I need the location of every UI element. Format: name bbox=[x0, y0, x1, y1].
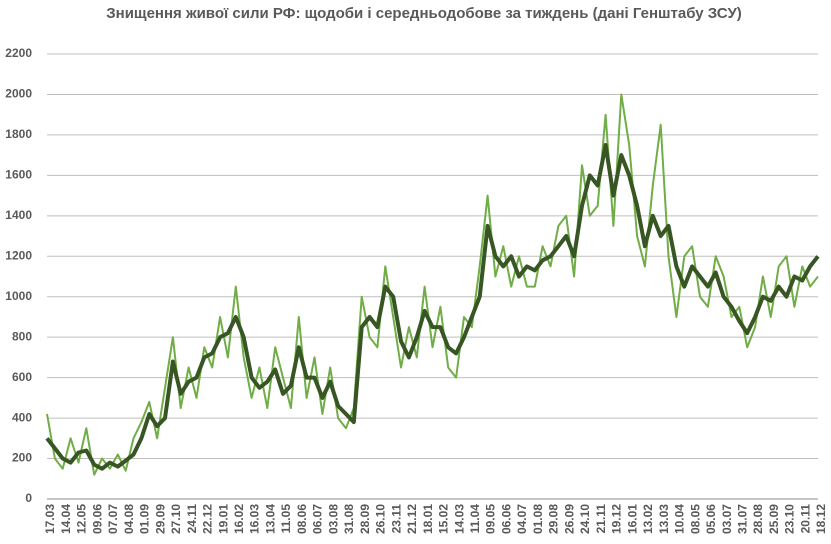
y-tick-label: 800 bbox=[12, 329, 32, 343]
y-tick-label: 0 bbox=[25, 491, 32, 505]
x-tick-label: 11.05 bbox=[279, 504, 293, 534]
x-tick-label: 26.09 bbox=[562, 504, 576, 534]
x-tick-label: 21.12 bbox=[405, 504, 419, 534]
x-tick-label: 12.05 bbox=[75, 504, 89, 534]
series-line bbox=[45, 143, 820, 471]
x-tick-label: 11.04 bbox=[468, 504, 482, 534]
y-tick-label: 1800 bbox=[5, 127, 32, 141]
y-tick-label: 1600 bbox=[5, 168, 32, 182]
x-tick-label: 23.11 bbox=[389, 504, 403, 534]
x-tick-label: 05.06 bbox=[704, 504, 718, 534]
series-line bbox=[46, 93, 819, 476]
x-tick-label: 01.08 bbox=[531, 504, 545, 534]
x-tick-label: 03.07 bbox=[720, 504, 734, 534]
x-tick-label: 28.08 bbox=[751, 504, 765, 534]
y-tick-label: 2200 bbox=[5, 46, 32, 60]
x-tick-label: 17.03 bbox=[43, 504, 57, 534]
x-tick-label: 15.02 bbox=[437, 504, 451, 534]
x-tick-label: 04.07 bbox=[515, 504, 529, 534]
y-tick-label: 1400 bbox=[5, 208, 32, 222]
x-tick-label: 19.01 bbox=[216, 504, 230, 534]
x-tick-label: 04.08 bbox=[122, 504, 136, 534]
x-tick-label: 25.09 bbox=[767, 504, 781, 534]
x-tick-label: 21.11 bbox=[594, 504, 608, 534]
x-tick-label: 06.07 bbox=[311, 504, 325, 534]
y-tick-label: 200 bbox=[12, 451, 32, 465]
chart-title: Знищення живої сили РФ: щодоби і середнь… bbox=[106, 5, 742, 22]
x-tick-label: 13.04 bbox=[263, 504, 277, 534]
x-tick-label: 27.10 bbox=[169, 504, 183, 534]
y-tick-label: 1000 bbox=[5, 289, 32, 303]
x-tick-label: 31.08 bbox=[342, 504, 356, 534]
x-tick-label: 18.12 bbox=[814, 504, 828, 534]
x-tick-label: 22.12 bbox=[201, 504, 215, 534]
x-tick-label: 09.05 bbox=[484, 504, 498, 534]
x-tick-label: 08.05 bbox=[688, 504, 702, 534]
x-tick-label: 13.02 bbox=[641, 504, 655, 534]
x-tick-label: 24.10 bbox=[578, 504, 592, 534]
y-tick-label: 400 bbox=[12, 410, 32, 424]
y-tick-label: 2000 bbox=[5, 87, 32, 101]
x-tick-label: 08.06 bbox=[295, 504, 309, 534]
y-tick-label: 600 bbox=[12, 370, 32, 384]
x-tick-label: 19.12 bbox=[610, 504, 624, 534]
x-tick-label: 09.06 bbox=[90, 504, 104, 534]
x-tick-label: 14.03 bbox=[452, 504, 466, 534]
x-tick-label: 01.09 bbox=[138, 504, 152, 534]
x-tick-label: 29.09 bbox=[153, 504, 167, 534]
x-tick-label: 29.08 bbox=[547, 504, 561, 534]
y-tick-label: 1200 bbox=[5, 248, 32, 262]
x-tick-label: 16.03 bbox=[248, 504, 262, 534]
x-tick-label: 16.01 bbox=[625, 504, 639, 534]
x-tick-label: 26.10 bbox=[374, 504, 388, 534]
x-tick-label: 03.08 bbox=[326, 504, 340, 534]
x-tick-label: 07.07 bbox=[106, 504, 120, 534]
x-tick-label: 16.02 bbox=[232, 504, 246, 534]
x-tick-label: 13.03 bbox=[657, 504, 671, 534]
x-tick-label: 24.11 bbox=[185, 504, 199, 534]
x-tick-label: 10.04 bbox=[673, 504, 687, 534]
x-tick-label: 23.10 bbox=[783, 504, 797, 534]
x-tick-label: 18.01 bbox=[421, 504, 435, 534]
x-tick-label: 06.06 bbox=[499, 504, 513, 534]
x-tick-label: 28.09 bbox=[358, 504, 372, 534]
x-tick-label: 20.11 bbox=[798, 504, 812, 534]
x-tick-label: 31.07 bbox=[735, 504, 749, 534]
x-tick-label: 14.04 bbox=[59, 504, 73, 534]
